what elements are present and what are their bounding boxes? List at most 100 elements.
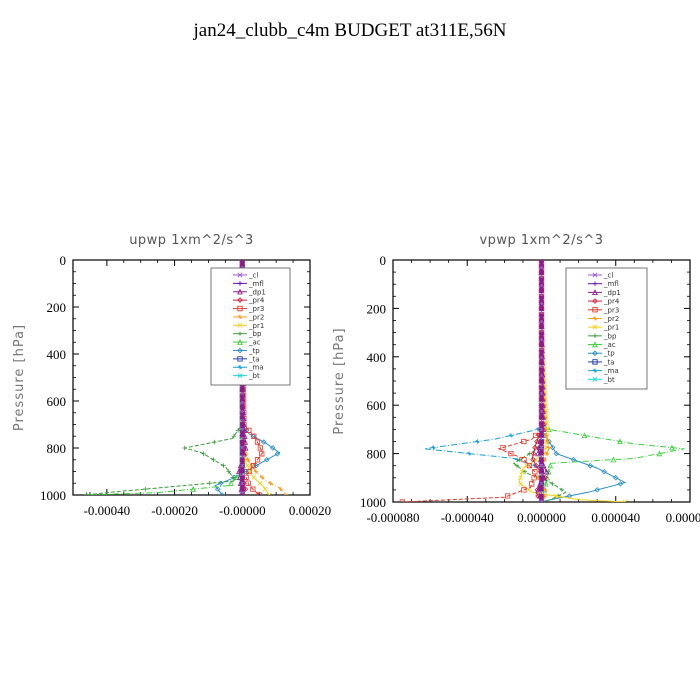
upwp-series-marker-tp <box>261 439 267 445</box>
upwp-series-marker-pr1 <box>244 463 250 469</box>
vpwp-series-marker-ac <box>610 456 617 463</box>
upwp-series-line-bp <box>86 260 243 495</box>
upwp-ytick-label: 600 <box>47 394 67 409</box>
upwp-series-marker-pr3 <box>257 445 263 451</box>
vpwp-series-marker-dp1 <box>543 468 550 475</box>
upwp-legend-label: _pr2 <box>248 313 264 321</box>
vpwp-series-marker-cl <box>539 499 544 502</box>
upwp-legend-label: _ac <box>248 339 261 347</box>
vpwp-series-marker-pr2 <box>546 445 551 450</box>
vpwp-series-marker-tp <box>549 444 556 451</box>
vpwp-series-line-ma <box>424 260 542 502</box>
upwp-legend-marker <box>237 331 243 336</box>
vpwp-ytick-label: 1000 <box>360 495 386 510</box>
vpwp-series-marker-pr2 <box>544 451 550 456</box>
upwp-legend-marker <box>237 272 243 278</box>
upwp-xtick-label: -0.00020 <box>151 503 198 518</box>
vpwp-series-marker-ma <box>466 451 472 456</box>
vpwp-legend-marker <box>592 324 598 330</box>
vpwp-legend-marker <box>592 341 598 348</box>
upwp-series-marker-pr1 <box>266 492 272 495</box>
vpwp-series-marker-pr1 <box>622 499 628 502</box>
vpwp-y-axis-label: Pressure [hPa] <box>332 327 347 434</box>
upwp-series-marker-pr1 <box>262 486 268 492</box>
upwp-chart: upwp 1xm^2/s^3 Pressure [hPa] 0 200 400 600 80… <box>12 233 331 518</box>
upwp-ytick-label: 400 <box>47 347 67 362</box>
vpwp-legend-label: _pr2 <box>603 315 619 323</box>
vpwp-legend-marker <box>592 350 598 357</box>
upwp-series-marker-pr3 <box>259 451 265 457</box>
vpwp-series-marker-pr3 <box>508 451 514 457</box>
vpwp-series-marker-ac <box>656 450 663 457</box>
vpwp-series-marker-pr3 <box>521 487 527 493</box>
upwp-legend: _cl_mfl_dp1_pr4_pr3_pr2_pr1_bp_ac_tp_ta_… <box>210 267 291 386</box>
vpwp-series-marker-pr4 <box>533 462 540 469</box>
vpwp-series-marker-ac <box>544 474 551 481</box>
vpwp-series-marker-tp <box>601 468 607 475</box>
vpwp-series-marker-pr1 <box>518 481 524 487</box>
vpwp-series-marker-ac <box>543 480 549 487</box>
vpwp-legend-label: _cl <box>603 272 613 280</box>
vpwp-ytick-label: 0 <box>380 253 387 268</box>
vpwp-series-marker-pr1 <box>533 457 539 463</box>
upwp-legend-label: _bp <box>248 330 262 338</box>
upwp-legend-label: _tp <box>248 347 260 355</box>
upwp-series-marker-pr3 <box>246 427 252 433</box>
upwp-legend-marker <box>237 373 243 379</box>
vpwp-legend-marker <box>592 368 598 373</box>
vpwp-legend-marker <box>592 281 598 286</box>
vpwp-chart: vpwp 1xm^2/s^3 Pressure [hPa] 0 200 400 600 80… <box>332 233 700 525</box>
upwp-series-marker-tp <box>219 492 225 495</box>
upwp-series-marker-pr3 <box>256 492 262 495</box>
upwp-series-marker-bp <box>230 475 236 480</box>
upwp-legend-marker <box>237 347 243 354</box>
vpwp-series-marker-bp <box>550 481 555 487</box>
vpwp-series-marker-tp <box>587 462 594 469</box>
upwp-series-marker-bp <box>212 439 217 445</box>
vpwp-xtick-label: 0.000000 <box>517 510 566 525</box>
vpwp-series-marker-pr1 <box>517 475 523 481</box>
vpwp-series-line-tp <box>541 260 627 502</box>
vpwp-series-marker-pr4 <box>530 450 537 457</box>
upwp-legend-marker <box>237 305 243 312</box>
upwp-ytick-label: 200 <box>47 300 67 315</box>
vpwp-ytick-label: 400 <box>367 350 387 365</box>
upwp-legend-box <box>210 267 291 386</box>
upwp-series-marker-tp <box>264 456 270 463</box>
upwp-series-marker-bp <box>211 457 216 462</box>
vpwp-series-marker-pr1 <box>526 487 532 493</box>
upwp-series-marker-ac <box>228 480 234 486</box>
vpwp-series-marker-ac <box>617 438 623 445</box>
vpwp-ytick-label: 200 <box>367 301 387 316</box>
vpwp-legend-label: _ac <box>603 341 616 349</box>
upwp-legend-marker <box>237 281 243 286</box>
vpwp-legend-label: _ta <box>603 358 615 366</box>
upwp-series-marker-dp1 <box>242 444 249 451</box>
upwp-series-marker-pr1 <box>257 480 263 486</box>
upwp-legend-label: _bt <box>248 372 260 380</box>
upwp-series-marker-ac <box>190 486 197 492</box>
vpwp-series-marker-pr3 <box>399 499 405 502</box>
vpwp-series-marker-pr3 <box>521 457 527 463</box>
vpwp-series-marker-pr4 <box>534 438 540 445</box>
vpwp-legend-label: _ma <box>603 367 619 375</box>
upwp-series-marker-pr2 <box>246 457 251 462</box>
upwp-xtick-label: 0.00020 <box>289 503 331 518</box>
upwp-legend-marker <box>237 322 243 328</box>
vpwp-series-marker-tp <box>612 475 619 481</box>
upwp-legend-marker <box>237 297 243 303</box>
vpwp-panel-title: vpwp 1xm^2/s^3 <box>479 233 603 248</box>
figure-title: jan24_clubb_c4m BUDGET at311E,56N <box>193 20 507 41</box>
upwp-series-marker-pr3 <box>250 463 256 469</box>
vpwp-legend-box <box>565 267 648 390</box>
vpwp-legend-label: _dp1 <box>603 289 621 297</box>
vpwp-series-marker-pr1 <box>519 469 525 475</box>
vpwp-xtick-label: -0.000040 <box>441 510 494 525</box>
vpwp-legend-label: _bp <box>603 332 617 340</box>
vpwp-series-marker-pr1 <box>524 463 530 469</box>
vpwp-series-marker-pr3 <box>500 444 506 451</box>
upwp-series-marker-bp <box>207 481 212 486</box>
vpwp-legend-label: _pr1 <box>603 324 619 332</box>
